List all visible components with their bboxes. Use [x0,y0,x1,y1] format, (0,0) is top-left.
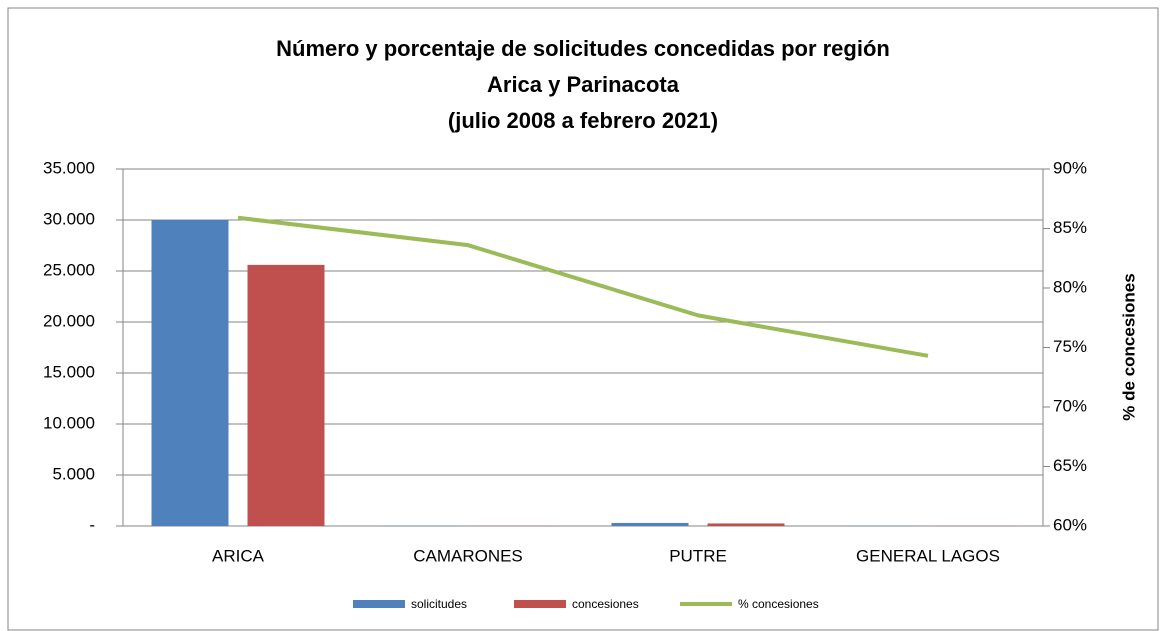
chart-title: Arica y Parinacota [487,72,680,97]
y-tick-label: - [89,515,95,534]
legend-label: concesiones [572,597,639,611]
y-tick-label: 30.000 [43,209,95,228]
legend-swatch [514,600,566,608]
bar [611,522,689,526]
legend-swatch [353,600,405,608]
chart-title: (julio 2008 a febrero 2021) [448,108,718,133]
y2-tick-label: 85% [1053,218,1087,237]
chart-title: Número y porcentaje de solicitudes conce… [276,36,890,61]
y2-tick-label: 75% [1053,337,1087,356]
x-tick-label: PUTRE [669,546,727,565]
y2-tick-label: 80% [1053,277,1087,296]
y2-tick-label: 65% [1053,456,1087,475]
x-tick-label: CAMARONES [413,546,523,565]
y2-tick-label: 60% [1053,515,1087,534]
bar [707,523,785,526]
y2-axis-label: % de concesiones [1119,273,1138,420]
x-tick-label: ARICA [212,546,265,565]
legend-label: solicitudes [411,597,467,611]
y-tick-label: 35.000 [43,158,95,177]
bar [151,220,229,526]
y2-tick-label: 90% [1053,158,1087,177]
y-tick-label: 25.000 [43,260,95,279]
legend-label: % concesiones [738,597,819,611]
y2-tick-label: 70% [1053,396,1087,415]
y-tick-label: 20.000 [43,311,95,330]
line [237,215,929,358]
y-tick-label: 15.000 [43,362,95,381]
y-tick-label: 5.000 [52,464,95,483]
y-tick-label: 10.000 [43,413,95,432]
x-tick-label: GENERAL LAGOS [856,546,1000,565]
bar [247,264,325,526]
